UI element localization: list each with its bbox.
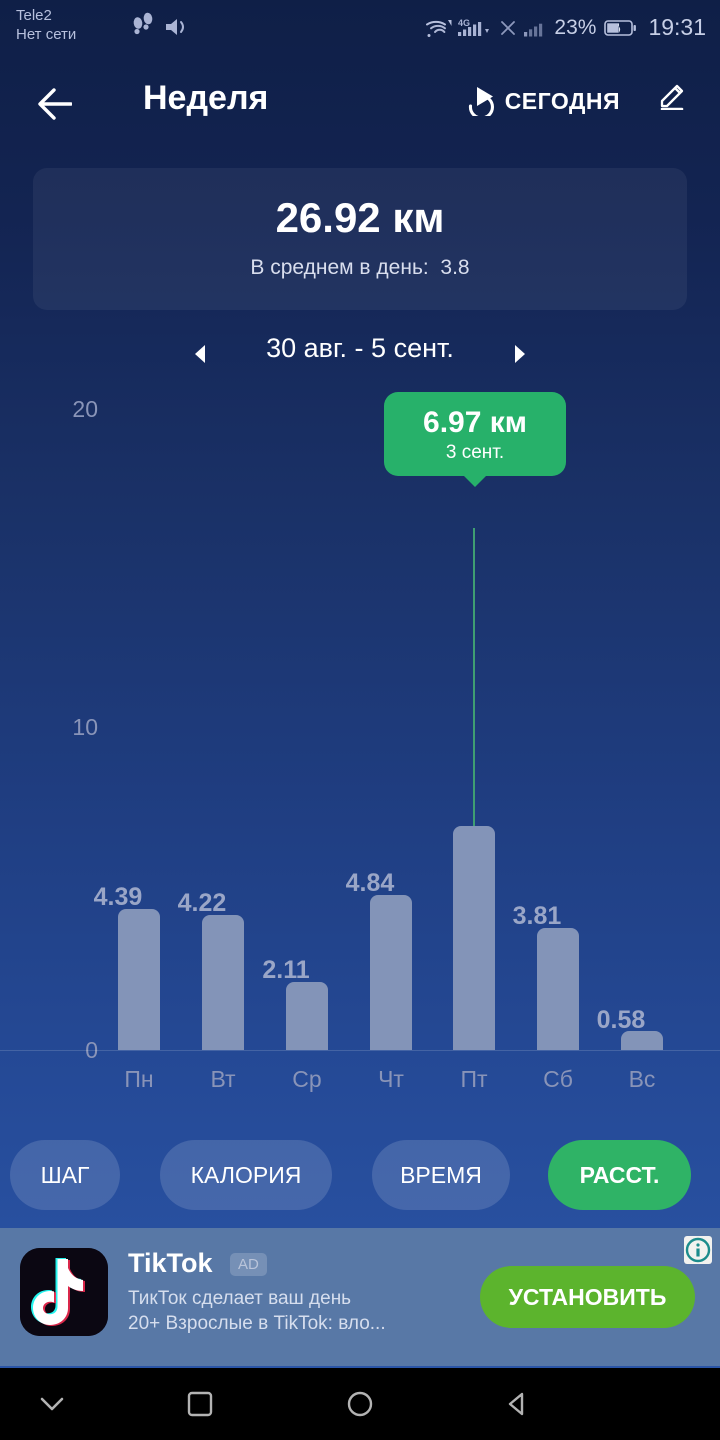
svg-text:4G: 4G — [458, 18, 470, 28]
